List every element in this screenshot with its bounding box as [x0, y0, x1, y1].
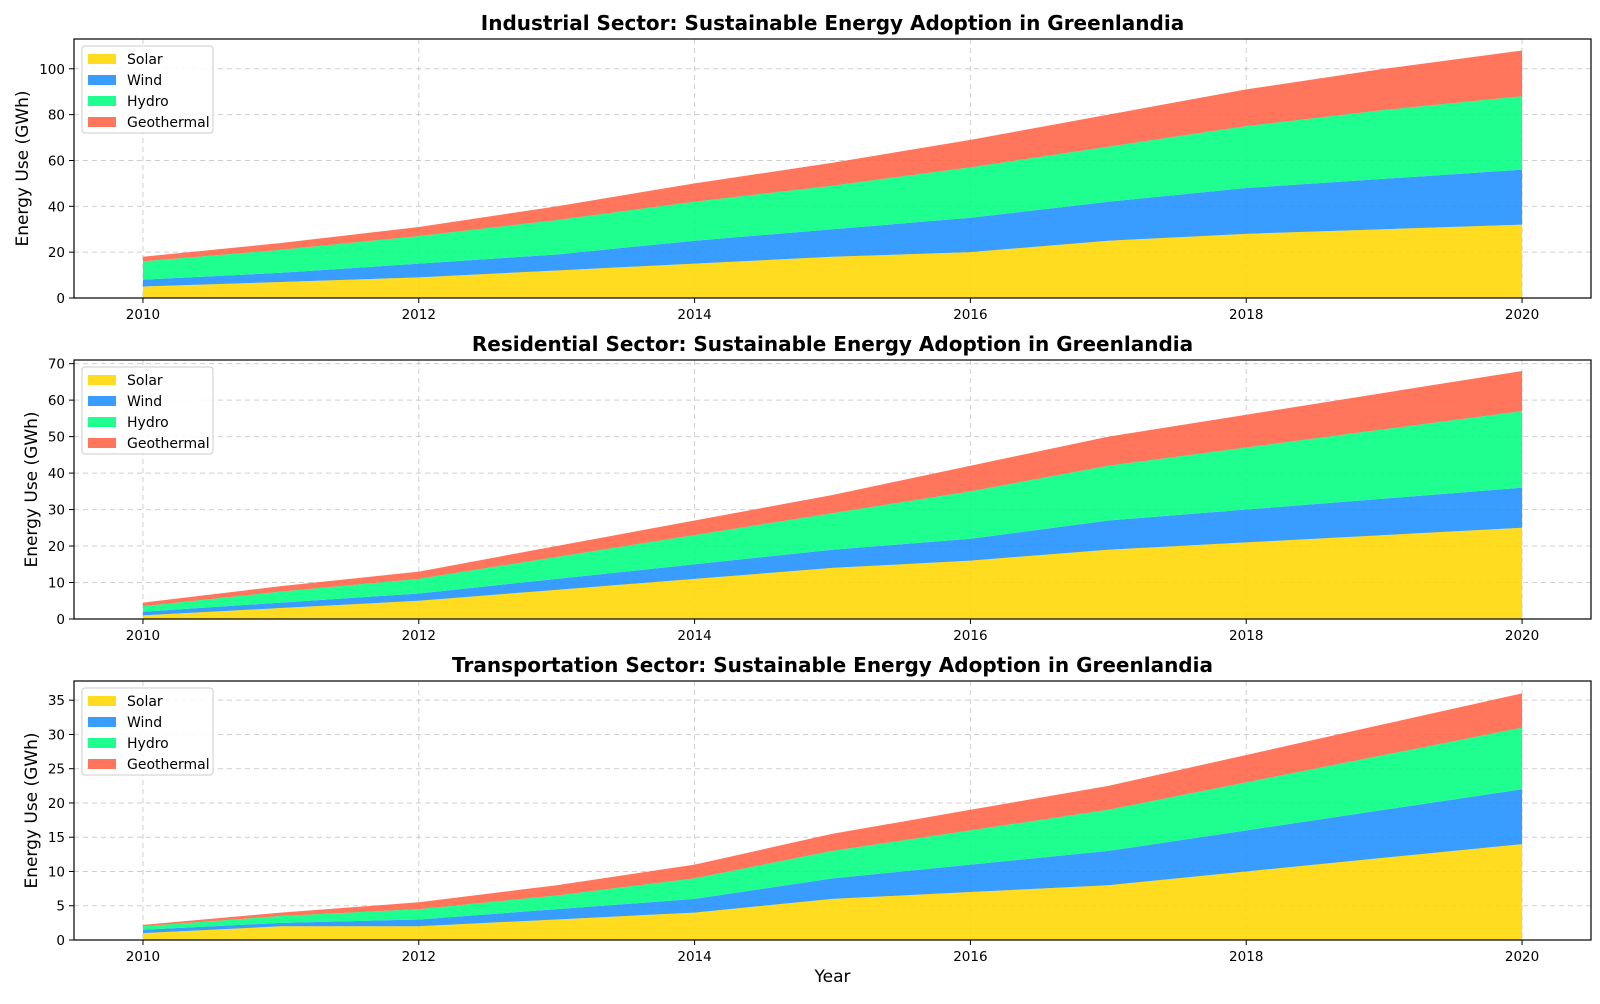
area-series-hydro	[142, 727, 1523, 930]
y-tick-label: 25	[48, 762, 65, 778]
legend-swatch-solar	[88, 375, 116, 385]
y-tick-label: 20	[48, 245, 65, 261]
legend-swatch-hydro	[88, 738, 116, 748]
x-tick-label: 2012	[402, 628, 436, 644]
legend-label: Solar	[127, 373, 163, 389]
legend-swatch-wind	[88, 396, 116, 406]
legend-label: Wind	[127, 73, 162, 89]
legend-label: Wind	[127, 394, 162, 410]
x-tick-label: 2016	[953, 307, 987, 323]
legend-swatch-geothermal	[88, 759, 116, 769]
legend-swatch-hydro	[88, 417, 116, 427]
x-tick-label: 2018	[1229, 628, 1263, 644]
legend: Solar Wind Hydro Geothermal	[81, 45, 214, 134]
legend-label: Wind	[127, 715, 162, 731]
y-tick-label: 10	[48, 576, 65, 592]
x-tick-label: 2018	[1229, 307, 1263, 323]
x-tick-label: 2014	[677, 307, 711, 323]
x-tick-label: 2020	[1505, 628, 1539, 644]
legend-swatch-geothermal	[88, 438, 116, 448]
legend-box	[81, 687, 214, 776]
x-tick-label: 2016	[953, 628, 987, 644]
area-series-solar	[142, 527, 1523, 619]
y-tick-label: 20	[48, 539, 65, 555]
y-axis-label: Energy Use (GWh)	[22, 732, 42, 888]
legend-label: Hydro	[127, 415, 169, 431]
legend: Solar Wind Hydro Geothermal	[81, 366, 214, 455]
x-tick-label: 2010	[126, 949, 160, 965]
x-tick-label: 2010	[126, 628, 160, 644]
legend-swatch-wind	[88, 717, 116, 727]
y-tick-label: 10	[48, 864, 65, 880]
legend-label: Geothermal	[127, 115, 210, 131]
y-axis-label: Energy Use (GWh)	[13, 90, 33, 246]
x-tick-label: 2020	[1505, 307, 1539, 323]
axes-frame	[73, 680, 1592, 941]
legend-box	[81, 45, 214, 134]
legend: Solar Wind Hydro Geothermal	[81, 687, 214, 776]
y-tick-label: 60	[48, 393, 65, 409]
legend-label: Solar	[127, 694, 163, 710]
legend-swatch-solar	[88, 696, 116, 706]
y-tick-label: 0	[56, 612, 65, 628]
x-tick-label: 2012	[402, 307, 436, 323]
legend-label: Geothermal	[127, 436, 210, 452]
axes-frame	[73, 38, 1592, 299]
y-tick-label: 35	[48, 693, 65, 709]
y-tick-label: 40	[48, 199, 65, 215]
y-tick-label: 5	[56, 899, 65, 915]
x-tick-label: 2018	[1229, 949, 1263, 965]
y-tick-label: 15	[48, 830, 65, 846]
area-series-hydro	[142, 96, 1523, 280]
subplot-title: Industrial Sector: Sustainable Energy Ad…	[481, 11, 1184, 35]
axes-frame	[73, 359, 1592, 620]
y-tick-label: 30	[48, 727, 65, 743]
legend-swatch-wind	[88, 75, 116, 85]
y-tick-label: 30	[48, 503, 65, 519]
subplot-2: 2010 2012 2014 2016 2018 2020 0 10 20 30 40 50 60 70 R…	[22, 332, 1592, 644]
y-axis-label: Energy Use (GWh)	[22, 411, 42, 567]
area-series-geothermal	[142, 370, 1523, 607]
x-tick-label: 2010	[126, 307, 160, 323]
area-series-wind	[142, 789, 1523, 934]
y-tick-label: 80	[48, 108, 65, 124]
x-tick-label: 2016	[953, 949, 987, 965]
legend-label: Geothermal	[127, 757, 210, 773]
legend-box	[81, 366, 214, 455]
y-tick-label: 20	[48, 796, 65, 812]
area-series-solar	[142, 844, 1523, 940]
legend-swatch-hydro	[88, 96, 116, 106]
legend-swatch-solar	[88, 54, 116, 64]
y-tick-label: 60	[48, 153, 65, 169]
subplot-3: 2010 2012 2014 2016 2018 2020 0 5 10 15 20 25 30 35 Tr…	[22, 653, 1592, 987]
x-tick-label: 2014	[677, 949, 711, 965]
x-tick-label: 2012	[402, 949, 436, 965]
area-series-wind	[142, 169, 1523, 287]
y-tick-label: 70	[48, 357, 65, 373]
y-tick-label: 100	[39, 62, 65, 78]
subplot-title: Transportation Sector: Sustainable Energ…	[452, 653, 1213, 677]
area-series-wind	[142, 487, 1523, 616]
subplot-1: 2010 2012 2014 2016 2018 2020 0 20 40 60 80 100 Indu…	[13, 11, 1592, 323]
y-tick-label: 50	[48, 430, 65, 446]
legend-swatch-geothermal	[88, 117, 116, 127]
area-series-geothermal	[142, 50, 1523, 262]
legend-label: Hydro	[127, 736, 169, 752]
legend-label: Solar	[127, 52, 163, 68]
y-tick-label: 40	[48, 466, 65, 482]
x-axis-label: Year	[814, 967, 851, 987]
y-tick-label: 0	[56, 933, 65, 949]
area-series-solar	[142, 224, 1523, 298]
y-tick-label: 0	[56, 291, 65, 307]
area-series-hydro	[142, 411, 1523, 612]
subplot-title: Residential Sector: Sustainable Energy A…	[472, 332, 1193, 356]
x-tick-label: 2020	[1505, 949, 1539, 965]
legend-label: Hydro	[127, 94, 169, 110]
x-tick-label: 2014	[677, 628, 711, 644]
